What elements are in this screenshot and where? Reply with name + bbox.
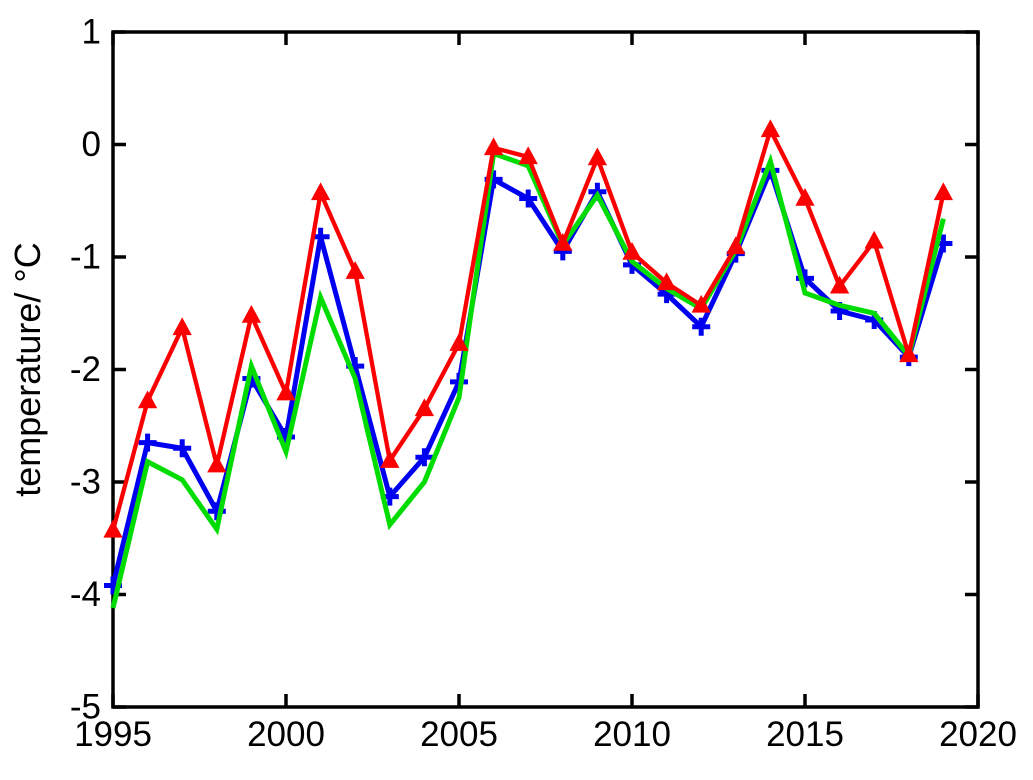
series-red-triangle-marker: [241, 304, 262, 323]
series-blue-plus-marker: [692, 317, 711, 336]
x-tick-label: 1995: [74, 715, 152, 754]
series-red-triangle-marker: [380, 450, 400, 468]
series-red-triangle-marker: [518, 146, 538, 165]
series-red-triangle-marker: [656, 272, 677, 291]
series-red-triangle-marker: [276, 382, 296, 401]
series-red-triangle-marker: [172, 317, 192, 336]
series-blue-plus-marker: [519, 189, 538, 208]
series-red-triangle-marker: [207, 454, 227, 473]
x-tick-label: 2010: [593, 715, 671, 754]
series-red-triangle-marker: [414, 398, 435, 417]
y-tick-label: -4: [70, 575, 101, 614]
y-tick-label: -2: [70, 350, 101, 389]
series-red-triangle-marker: [483, 137, 504, 156]
series-red-triangle-marker: [864, 230, 884, 249]
y-tick-label: -1: [70, 238, 101, 277]
series-red-triangle-marker: [760, 119, 781, 138]
series-blue-plus-marker: [415, 448, 434, 467]
series-blue-plus-marker: [173, 439, 192, 458]
series-red-triangle-marker: [795, 187, 815, 206]
series-red-triangle-marker: [933, 182, 954, 201]
series-red-triangle-marker: [829, 275, 850, 294]
series-blue-plus-marker: [138, 433, 157, 452]
x-tick-label: 2015: [766, 715, 844, 754]
series-red-triangle-marker: [345, 261, 365, 279]
series-red-triangle-marker: [691, 294, 711, 313]
series-red-triangle-marker: [310, 182, 331, 201]
series-green-solid-line: [110, 150, 946, 609]
x-tick-label: 2020: [939, 715, 1017, 754]
y-tick-label: -5: [70, 688, 101, 727]
series-red-triangle-marker: [622, 241, 642, 260]
series-red-triangle-marker: [103, 519, 123, 538]
x-tick-label: 2000: [247, 715, 325, 754]
series-red-triangle-marker: [587, 147, 608, 166]
series-red-triangle-marker: [137, 390, 158, 409]
y-tick-label: -3: [70, 463, 101, 502]
x-tick-label: 2005: [420, 715, 498, 754]
series-red-triangle-marker: [553, 232, 573, 251]
y-tick-label: 1: [82, 13, 101, 52]
y-axis-label: temperature/ °C: [7, 242, 48, 497]
series-red-triangle-marker: [726, 236, 746, 255]
series-red-triangle-marker: [449, 333, 469, 351]
series-red-triangle-marker: [899, 344, 919, 363]
y-tick-label: 0: [82, 125, 101, 164]
